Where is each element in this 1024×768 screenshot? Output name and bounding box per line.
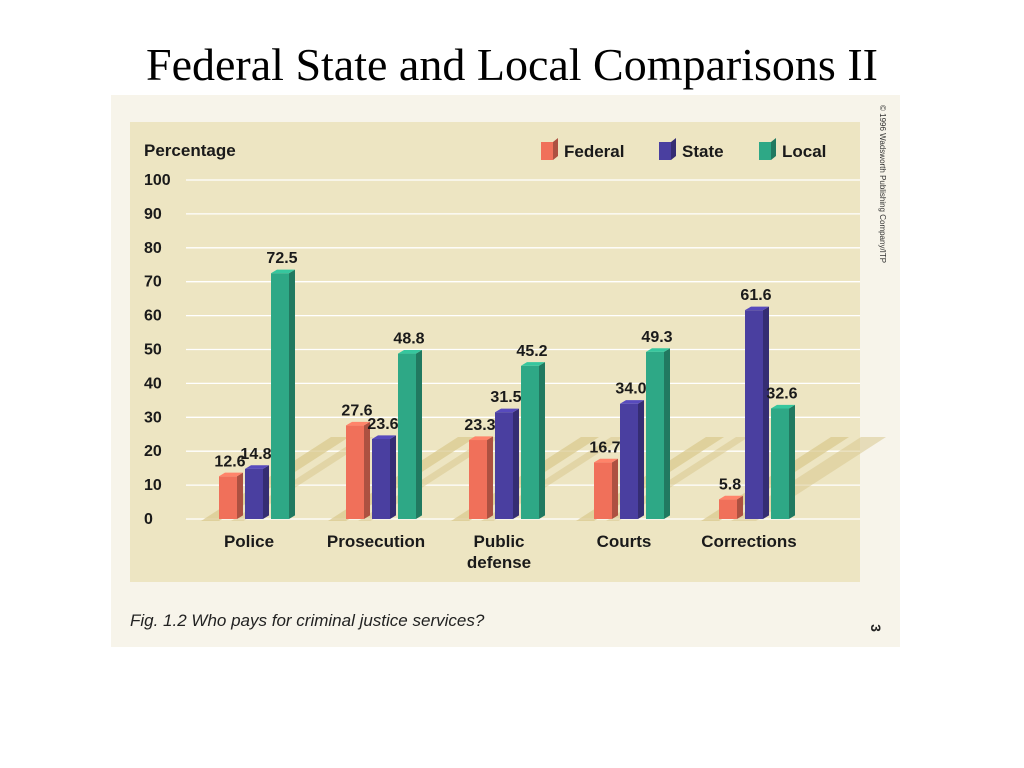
legend-swatch <box>659 142 671 160</box>
bar-side <box>263 465 269 519</box>
data-label: 31.5 <box>490 389 521 406</box>
y-tick-label: 50 <box>144 342 162 359</box>
bar-federal <box>346 425 364 519</box>
x-tick-label: Corrections <box>701 532 796 551</box>
page-number: 3 <box>867 624 884 632</box>
bar-top <box>620 400 644 404</box>
data-label: 23.3 <box>464 417 495 434</box>
data-label: 61.6 <box>740 287 771 304</box>
y-tick-label: 100 <box>144 172 171 189</box>
slide-title: Federal State and Local Comparisons II <box>146 39 878 90</box>
y-tick-label: 0 <box>144 511 153 528</box>
x-tick-label: Prosecution <box>327 532 425 551</box>
bar-top <box>346 421 370 426</box>
bar-local <box>398 353 416 519</box>
bar-side <box>487 436 493 519</box>
bar-local <box>271 273 289 519</box>
bar-top <box>719 495 743 500</box>
bar-top <box>398 349 422 354</box>
bar-local <box>771 408 789 519</box>
bar-top <box>271 269 295 274</box>
bar-top <box>594 458 618 463</box>
legend-label: Local <box>782 142 826 161</box>
bar-state <box>372 438 390 519</box>
bar-side <box>737 495 743 519</box>
x-tick-label: Public <box>473 532 524 551</box>
bar-top <box>745 306 769 311</box>
floor-stripe <box>731 437 886 521</box>
legend-label: State <box>682 142 724 161</box>
y-tick-label: 80 <box>144 240 162 257</box>
bar-top <box>219 472 243 477</box>
x-tick-label: defense <box>467 553 531 572</box>
legend-swatch-side <box>553 138 558 160</box>
bar-state <box>620 403 638 519</box>
y-tick-label: 40 <box>144 375 162 392</box>
data-label: 45.2 <box>516 343 547 360</box>
data-label: 14.8 <box>240 446 271 463</box>
bar-federal <box>719 499 737 519</box>
bar-top <box>646 348 670 352</box>
y-axis-label: Percentage <box>144 141 236 160</box>
bar-side <box>289 269 295 519</box>
bar-state <box>495 412 513 519</box>
data-label: 49.3 <box>641 329 672 346</box>
bar-side <box>763 306 769 519</box>
data-label: 23.6 <box>367 416 398 433</box>
bar-top <box>469 436 493 441</box>
bar-side <box>513 408 519 519</box>
bar-local <box>521 365 539 519</box>
y-tick-label: 90 <box>144 206 162 223</box>
bar-top <box>495 408 519 413</box>
data-label: 27.6 <box>341 402 372 419</box>
legend-label: Federal <box>564 142 624 161</box>
data-label: 32.6 <box>766 385 797 402</box>
bar-side <box>364 421 370 519</box>
bar-side <box>789 404 795 519</box>
bar-side <box>612 458 618 519</box>
bar-state <box>745 310 763 519</box>
bar-side <box>539 362 545 519</box>
data-label: 5.8 <box>719 476 741 493</box>
data-label: 16.7 <box>589 439 620 456</box>
data-label: 34.0 <box>615 381 646 398</box>
legend-swatch-side <box>671 138 676 160</box>
figure-caption: Fig. 1.2 Who pays for criminal justice s… <box>130 611 485 630</box>
y-tick-label: 10 <box>144 477 162 494</box>
bar-top <box>372 435 396 439</box>
y-tick-label: 70 <box>144 274 162 291</box>
bar-top <box>771 404 795 409</box>
data-label: 48.8 <box>393 331 424 348</box>
y-tick-label: 60 <box>144 308 162 325</box>
data-label: 12.6 <box>214 453 245 470</box>
bar-side <box>237 472 243 519</box>
bar-side <box>638 400 644 519</box>
legend-swatch <box>759 142 771 160</box>
legend-swatch <box>541 142 553 160</box>
bar-side <box>390 435 396 519</box>
bar-local <box>646 351 664 519</box>
x-tick-label: Courts <box>597 532 652 551</box>
bar-chart: 0 10 20 30 40 50 60 70 80 90 100 Percentage 12.614.8… <box>130 122 886 582</box>
y-tick-label: 30 <box>144 409 162 426</box>
figure-credit: © 1996 Wadsworth Publishing Company/ITP <box>878 105 887 264</box>
bar-top <box>521 362 545 366</box>
bar-federal <box>219 476 237 519</box>
legend-swatch-side <box>771 138 776 160</box>
bar-side <box>664 348 670 519</box>
bar-state <box>245 468 263 519</box>
y-tick-label: 20 <box>144 443 162 460</box>
bar-federal <box>469 440 487 519</box>
bar-federal <box>594 462 612 519</box>
bar-top <box>245 465 269 469</box>
bar-side <box>416 349 422 519</box>
x-tick-label: Police <box>224 532 274 551</box>
data-label: 72.5 <box>266 250 297 267</box>
